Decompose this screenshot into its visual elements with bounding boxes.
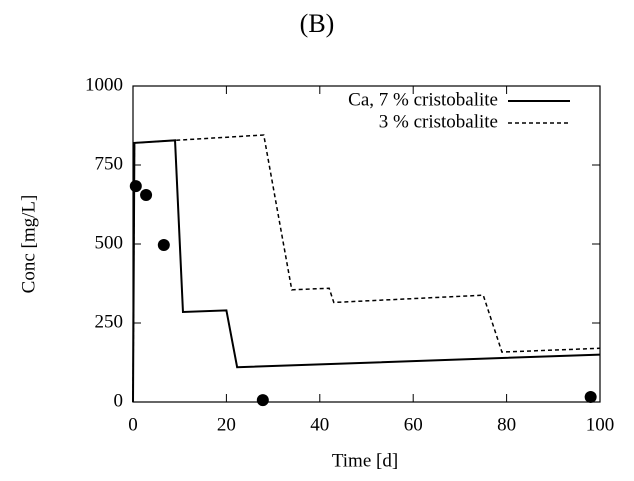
x-tick-label: 100 (586, 414, 615, 435)
x-tick-label: 60 (404, 414, 423, 435)
y-tick-label: 250 (95, 311, 124, 332)
line-series (132, 139, 601, 403)
data-point (129, 180, 142, 193)
x-tick-label: 40 (310, 414, 329, 435)
line-series (132, 134, 601, 403)
data-point (256, 394, 269, 407)
y-tick-label: 500 (95, 232, 124, 253)
y-tick-label: 750 (95, 153, 124, 174)
x-tick-label: 20 (217, 414, 236, 435)
y-tick-label: 1000 (85, 74, 123, 95)
y-axis-label: Conc [mg/L] (18, 195, 39, 294)
x-tick-label: 80 (497, 414, 516, 435)
plot-frame (132, 85, 601, 403)
x-tick-label: 0 (128, 414, 138, 435)
data-point (140, 189, 153, 202)
x-axis-label: Time [d] (332, 450, 398, 471)
legend-label: Ca, 7 % cristobalite (348, 89, 498, 110)
legend-label: 3 % cristobalite (379, 111, 498, 132)
data-point (157, 238, 170, 251)
y-tick-label: 0 (114, 390, 124, 411)
chart-title: (B) (300, 9, 335, 38)
data-point (584, 390, 597, 403)
